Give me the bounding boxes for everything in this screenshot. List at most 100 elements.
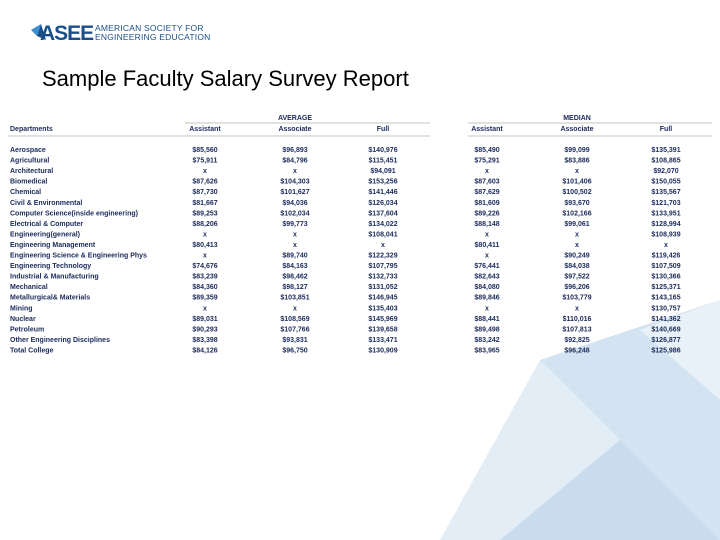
cell: $98,127 (282, 284, 307, 291)
cell: $87,603 (474, 179, 499, 186)
decoration (440, 300, 720, 540)
cell: x (664, 242, 668, 249)
column-header: Assistant (189, 126, 221, 133)
cell: $133,951 (651, 210, 680, 217)
cell: $133,471 (368, 337, 397, 344)
cell: $126,877 (651, 337, 680, 344)
cell: $130,909 (368, 347, 397, 354)
cell: x (293, 168, 297, 175)
logo-mark: ASEE (40, 22, 94, 45)
cell: $135,391 (651, 147, 680, 154)
cell: $80,411 (475, 242, 500, 249)
cell: $83,242 (474, 337, 499, 344)
cell: $143,165 (651, 295, 680, 302)
cell: $82,643 (474, 274, 499, 281)
cell: $115,451 (369, 158, 398, 165)
logo: ASEE AMERICAN SOCIETY FOR ENGINEERING ED… (31, 22, 211, 45)
cell: x (575, 305, 579, 312)
cell: x (293, 231, 297, 238)
cell: $107,813 (562, 326, 591, 333)
cell: $94,091 (370, 168, 395, 175)
group-header: MEDIAN (563, 115, 591, 122)
cell: $104,303 (280, 179, 309, 186)
cell: x (203, 168, 207, 175)
cell: $87,626 (192, 179, 217, 186)
cell: $100,502 (562, 189, 591, 196)
cell: $99,061 (564, 221, 589, 228)
cell: $139,658 (368, 326, 397, 333)
column-header: Associate (560, 126, 593, 133)
row-label: Civil & Environmental (10, 200, 82, 207)
cell: $141,362 (651, 316, 680, 323)
cell: $81,609 (474, 200, 499, 207)
cell: x (575, 242, 579, 249)
row-label: Nuclear (10, 316, 36, 323)
cell: $74,676 (192, 263, 217, 270)
row-label: Engineering(general) (10, 231, 80, 238)
cell: x (575, 168, 579, 175)
cell: $96,893 (282, 147, 307, 154)
cell: $87,629 (474, 189, 499, 196)
row-label: Aerospace (10, 147, 46, 154)
cell: $126,034 (368, 200, 397, 207)
cell: $76,441 (474, 263, 499, 270)
cell: $134,022 (368, 221, 397, 228)
cell: $84,080 (474, 284, 499, 291)
cell: $107,509 (651, 263, 680, 270)
cell: $140,976 (368, 147, 397, 154)
cell: $93,831 (282, 337, 307, 344)
row-label: Electrical & Computer (10, 221, 83, 228)
row-label: Biomedical (10, 179, 47, 186)
cell: $103,851 (280, 295, 309, 302)
column-header: Departments (10, 126, 53, 133)
cell: x (381, 242, 385, 249)
cell: $150,055 (651, 179, 680, 186)
cell: $103,779 (562, 295, 591, 302)
cell: $84,360 (192, 284, 217, 291)
cell: $137,604 (368, 210, 397, 217)
cell: $121,703 (651, 200, 680, 207)
column-header: Associate (278, 126, 311, 133)
salary-table: AVERAGE MEDIAN Departments Assistant Associa… (8, 115, 712, 354)
cell: $125,371 (651, 284, 680, 291)
cell: $108,939 (651, 231, 680, 238)
column-header: Assistant (471, 126, 503, 133)
logo-icon (37, 24, 46, 40)
cell: $88,148 (474, 221, 499, 228)
cell: $140,669 (651, 326, 680, 333)
cell: $108,865 (651, 158, 680, 165)
cell: $81,667 (192, 200, 217, 207)
cell: $84,126 (192, 347, 217, 354)
column-header: Full (377, 126, 389, 133)
cell: $135,403 (368, 305, 397, 312)
cell: $102,034 (280, 210, 309, 217)
cell: $89,359 (192, 295, 217, 302)
cell: x (485, 168, 489, 175)
cell: $94,036 (282, 200, 307, 207)
cell: $98,462 (282, 274, 307, 281)
cell: $96,248 (564, 347, 589, 354)
cell: $130,366 (651, 274, 680, 281)
logo-icon (31, 24, 41, 36)
cell: $107,795 (368, 263, 397, 270)
row-label: Total College (10, 347, 54, 354)
cell: x (293, 242, 297, 249)
logo-line: ENGINEERING EDUCATION (95, 32, 211, 42)
cell: $101,627 (280, 189, 309, 196)
cell: $84,163 (282, 263, 307, 270)
row-label: Mining (10, 305, 33, 312)
row-label: Engineering Science & Engineering Phys (10, 253, 147, 260)
row-label: Agricultural (10, 158, 49, 165)
cell: x (203, 305, 207, 312)
cell: $96,750 (282, 347, 307, 354)
cell: $145,969 (368, 316, 397, 323)
cell: $153,256 (368, 179, 397, 186)
slide-title: Sample Faculty Salary Survey Report (42, 66, 409, 91)
row-label: Mechanical (10, 284, 48, 291)
cell: $89,498 (474, 326, 499, 333)
cell: $97,522 (564, 274, 589, 281)
cell: $75,291 (474, 158, 499, 165)
cell: $122,329 (368, 253, 397, 260)
